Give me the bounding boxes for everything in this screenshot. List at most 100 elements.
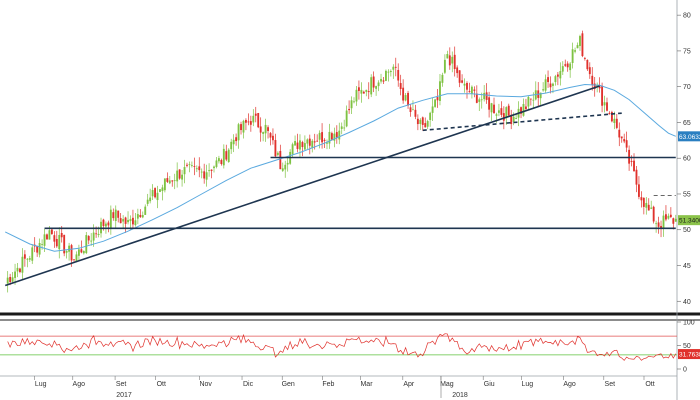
candle-down <box>610 111 613 122</box>
candle-down <box>652 206 655 222</box>
candle-down <box>245 119 247 123</box>
candle-down <box>225 151 228 160</box>
candle-up <box>483 92 486 100</box>
candle-up <box>392 66 395 70</box>
candle-up <box>576 45 579 49</box>
candle-up <box>326 142 328 144</box>
candle-up <box>650 207 653 209</box>
candle-down <box>625 140 628 148</box>
candle-up <box>360 89 363 94</box>
candle-down <box>660 225 662 229</box>
candle-up <box>190 165 193 166</box>
month-label: Dic <box>243 381 254 388</box>
candle-down <box>313 141 316 143</box>
candle-up <box>6 277 9 284</box>
candle-up <box>340 126 343 129</box>
candle-down <box>549 83 552 88</box>
month-label: Ott <box>645 381 654 388</box>
candle-up <box>343 127 346 129</box>
candle-up <box>215 160 218 167</box>
candle-down <box>556 74 559 77</box>
candle-down <box>193 166 196 167</box>
candle-up <box>90 240 93 242</box>
month-label: Ago <box>563 381 576 388</box>
price-tick-label: 55 <box>683 191 691 198</box>
candle-up <box>156 192 159 201</box>
candle-up <box>328 131 331 144</box>
candle-down <box>566 63 569 68</box>
candle-up <box>208 170 211 172</box>
candle-down <box>615 118 618 128</box>
candle-down <box>259 126 262 133</box>
candle-down <box>240 124 242 131</box>
trend-line[interactable] <box>4 85 600 287</box>
candle-down <box>362 91 365 94</box>
candle-down <box>623 139 626 142</box>
candle-down <box>588 67 591 75</box>
last-price-label: 51.3400 <box>679 218 700 225</box>
candle-up <box>497 110 500 113</box>
candle-up <box>242 120 245 133</box>
candle-up <box>561 66 564 72</box>
candle-up <box>554 76 557 83</box>
candle-up <box>478 99 481 102</box>
candle-down <box>63 234 66 254</box>
candle-down <box>510 114 513 125</box>
candle-up <box>48 230 51 240</box>
candle-up <box>31 247 34 261</box>
candle-down <box>507 105 510 116</box>
candle-down <box>330 133 333 140</box>
candle-down <box>53 235 56 242</box>
candle-up <box>434 99 436 107</box>
candle-down <box>367 91 370 93</box>
candle-up <box>284 164 287 170</box>
candle-up <box>490 103 493 113</box>
candle-up <box>667 215 670 219</box>
candle-down <box>488 97 491 110</box>
candle-up <box>85 235 88 254</box>
candle-up <box>252 115 255 123</box>
candle-up <box>38 242 41 255</box>
candle-up <box>195 168 198 170</box>
candle-up <box>183 167 186 175</box>
candle-up <box>227 149 230 162</box>
candle-down <box>36 246 39 253</box>
candle-up <box>294 141 296 146</box>
candle-up <box>350 100 353 109</box>
candle-down <box>139 214 142 218</box>
candle-down <box>502 113 505 121</box>
candle-up <box>58 234 61 250</box>
trend-line[interactable] <box>422 112 622 132</box>
candle-up <box>439 81 441 101</box>
candle-up <box>306 139 309 144</box>
candle-down <box>301 142 304 148</box>
candle-up <box>222 148 225 166</box>
candle-up <box>542 89 545 91</box>
candle-down <box>112 212 115 219</box>
candle-up <box>21 256 24 273</box>
candle-down <box>119 218 122 224</box>
year-label: 2018 <box>452 392 468 399</box>
candle-up <box>114 209 117 221</box>
candle-up <box>181 174 184 180</box>
price-tick-label: 75 <box>683 48 691 55</box>
candle-up <box>571 49 574 64</box>
candle-up <box>375 86 378 89</box>
candle-up <box>412 109 414 111</box>
candle-up <box>338 130 341 140</box>
candle-down <box>382 80 385 82</box>
price-tick-label: 65 <box>683 120 691 127</box>
candle-up <box>136 214 139 219</box>
candle-down <box>279 150 282 170</box>
candle-up <box>353 101 355 103</box>
price-tick-label: 50 <box>683 227 691 234</box>
price-tick-label: 70 <box>683 84 691 91</box>
candle-down <box>154 188 156 198</box>
candle-down <box>620 136 623 139</box>
candle-up <box>579 36 581 46</box>
candle-down <box>323 139 326 141</box>
candle-down <box>249 121 252 125</box>
candle-down <box>601 85 604 106</box>
candle-down <box>525 106 527 110</box>
